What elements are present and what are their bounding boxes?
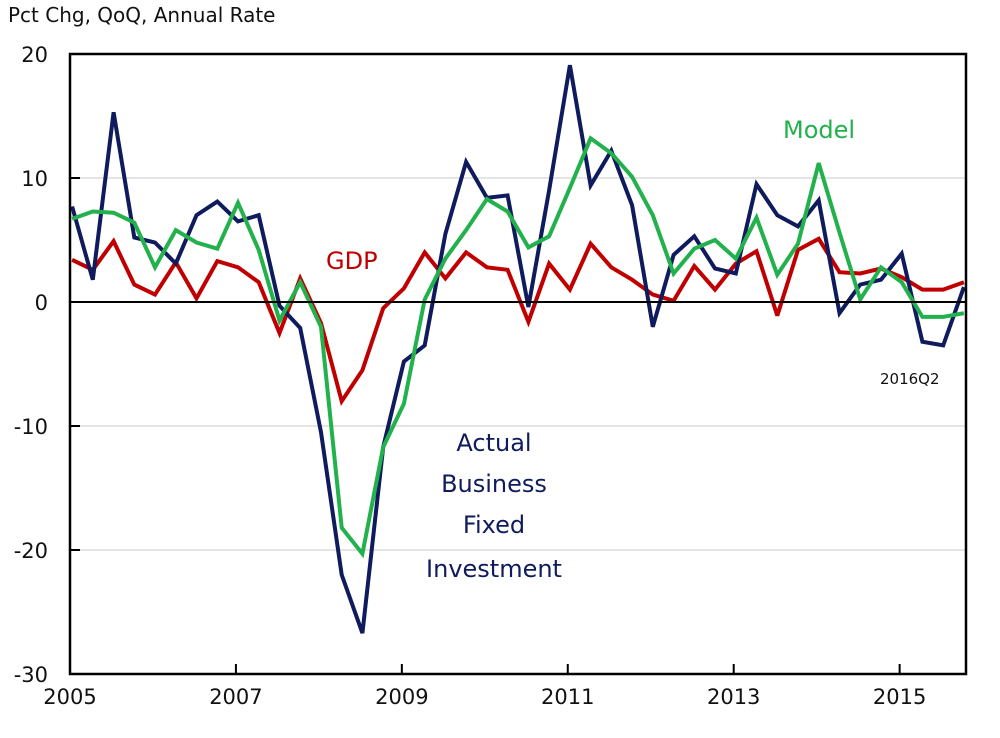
y-tick-label: -20 [14,539,48,563]
y-tick-label: 10 [21,167,48,191]
chart-subtitle: Pct Chg, QoQ, Annual Rate [8,3,275,27]
x-tick-label: 2015 [873,685,926,709]
annotation-actual-line1: Actual [456,429,531,457]
series-line-actual-business-fixed-investment [70,64,966,634]
plot-frame [68,52,968,676]
y-axis: 20 10 0 -10 -20 -30 [14,43,80,687]
annotation-model: Model [783,116,855,144]
x-axis: 2005 2007 2009 2011 2013 2015 [43,664,926,709]
y-tick-label: -10 [14,415,48,439]
annotations: Model GDP Actual Business Fixed Investme… [326,116,940,583]
series-line-model [71,135,965,559]
x-tick-label: 2007 [209,685,262,709]
annotation-actual-line2: Business [441,470,547,498]
annotation-actual-line4: Investment [426,555,562,583]
series-lines [70,64,966,634]
y-tick-label: 0 [35,291,48,315]
x-tick-label: 2005 [43,685,96,709]
annotation-gdp: GDP [326,247,378,275]
x-tick-label: 2009 [375,685,428,709]
x-tick-label: 2013 [707,685,760,709]
series-line-gdp [71,236,965,406]
annotation-actual-line3: Fixed [463,511,525,539]
annotation-2016q2: 2016Q2 [880,370,940,388]
x-tick-label: 2011 [541,685,594,709]
y-tick-label: -30 [14,663,48,687]
y-tick-label: 20 [21,43,48,67]
